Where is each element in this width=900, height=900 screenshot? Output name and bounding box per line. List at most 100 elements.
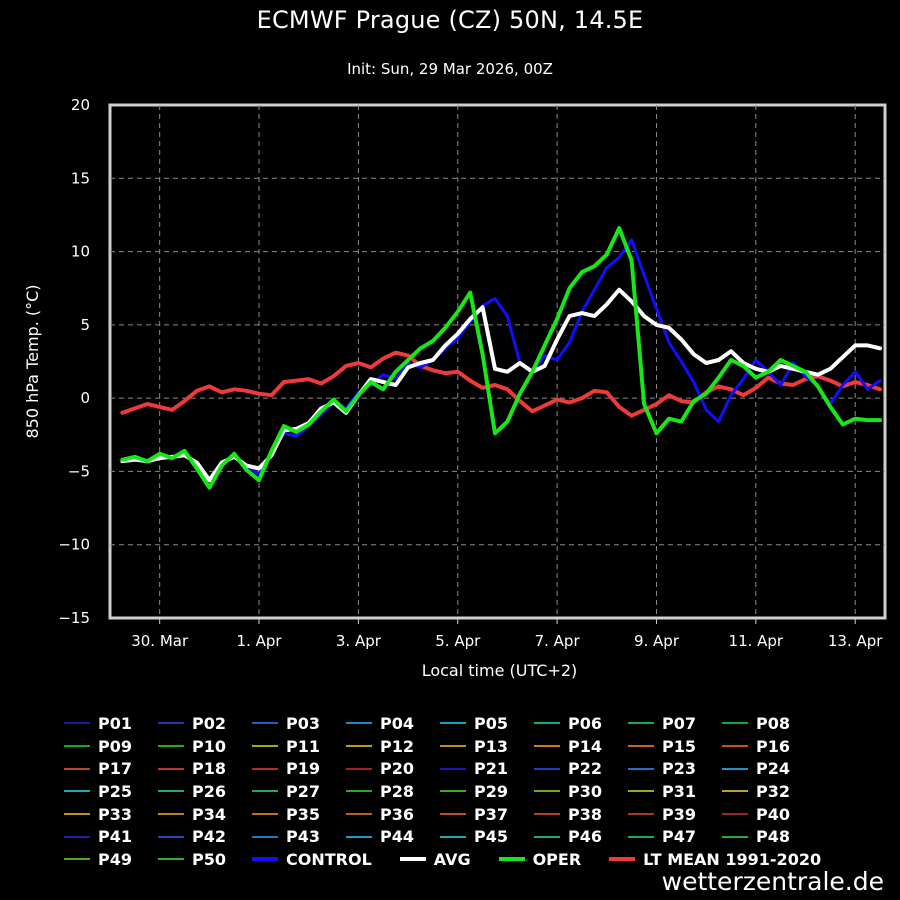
x-tick-label: 30. Mar bbox=[131, 632, 189, 650]
legend-label: P42 bbox=[192, 827, 226, 847]
legend-swatch bbox=[64, 858, 90, 861]
legend-swatch bbox=[252, 790, 278, 793]
legend-item-p28: P28 bbox=[346, 782, 440, 801]
legend-item-p19: P19 bbox=[252, 759, 346, 778]
legend-label: P43 bbox=[286, 827, 320, 847]
legend-swatch bbox=[722, 767, 748, 770]
x-tick-label: 7. Apr bbox=[535, 632, 581, 650]
legend-swatch bbox=[158, 835, 184, 838]
legend-label: P46 bbox=[568, 827, 602, 847]
legend-label: P18 bbox=[192, 759, 226, 779]
legend-item-p33: P33 bbox=[64, 805, 158, 824]
legend-label: P25 bbox=[98, 781, 132, 801]
legend-swatch bbox=[440, 767, 466, 770]
legend-swatch bbox=[722, 835, 748, 838]
legend-swatch bbox=[399, 857, 426, 862]
legend-swatch bbox=[252, 745, 278, 748]
legend-label: P29 bbox=[474, 781, 508, 801]
legend-label: P20 bbox=[380, 759, 414, 779]
legend-swatch bbox=[534, 835, 560, 838]
series-line-avg bbox=[120, 287, 882, 483]
legend-row: P17 P18 P19 P20 P21 P22 P23 P24 bbox=[64, 757, 884, 780]
legend-swatch bbox=[534, 745, 560, 748]
legend-item-p14: P14 bbox=[534, 737, 628, 756]
y-tick-label: 0 bbox=[80, 389, 90, 407]
legend-swatch bbox=[158, 745, 184, 748]
y-tick-label: 5 bbox=[80, 316, 90, 334]
legend-label: P41 bbox=[98, 827, 132, 847]
legend-label: P40 bbox=[756, 804, 790, 824]
legend-label: P39 bbox=[662, 804, 696, 824]
legend-swatch bbox=[346, 722, 372, 725]
legend-row: P41 P42 P43 P44 P45 P46 P47 P48 bbox=[64, 825, 884, 848]
legend: P01 P02 P03 P04 P05 P06 P07 P08 P09 P10 P11 P12 P13 P… bbox=[64, 712, 884, 871]
legend-item-p36: P36 bbox=[346, 805, 440, 824]
legend-item-p40: P40 bbox=[722, 805, 816, 824]
y-tick-label: 15 bbox=[71, 169, 90, 187]
legend-label: P38 bbox=[568, 804, 602, 824]
legend-item-p05: P05 bbox=[440, 714, 534, 733]
legend-label: P14 bbox=[568, 736, 602, 756]
legend-swatch bbox=[64, 790, 90, 793]
legend-label: P19 bbox=[286, 759, 320, 779]
legend-label: P31 bbox=[662, 781, 696, 801]
legend-item-p41: P41 bbox=[64, 827, 158, 846]
y-tick-label: −15 bbox=[58, 609, 90, 627]
legend-swatch bbox=[64, 813, 90, 816]
legend-item-p01: P01 bbox=[64, 714, 158, 733]
legend-item-p35: P35 bbox=[252, 805, 346, 824]
legend-label: P12 bbox=[380, 736, 414, 756]
legend-label: P13 bbox=[474, 736, 508, 756]
legend-label: P44 bbox=[380, 827, 414, 847]
y-tick-label: 10 bbox=[71, 243, 90, 261]
legend-label: P48 bbox=[756, 827, 790, 847]
legend-swatch bbox=[440, 790, 466, 793]
legend-item-p02: P02 bbox=[158, 714, 252, 733]
legend-item-control: CONTROL bbox=[252, 850, 372, 869]
legend-item-p44: P44 bbox=[346, 827, 440, 846]
x-tick-label: 9. Apr bbox=[634, 632, 680, 650]
legend-swatch bbox=[64, 835, 90, 838]
legend-item-p09: P09 bbox=[64, 737, 158, 756]
legend-item-p37: P37 bbox=[440, 805, 534, 824]
legend-item-p49: P49 bbox=[64, 850, 158, 869]
legend-swatch bbox=[440, 835, 466, 838]
legend-item-lt-mean-1991-2020: LT MEAN 1991-2020 bbox=[609, 850, 821, 869]
legend-swatch bbox=[440, 722, 466, 725]
legend-item-p43: P43 bbox=[252, 827, 346, 846]
legend-label: P16 bbox=[756, 736, 790, 756]
plot-frame bbox=[108, 103, 887, 620]
chart-subtitle: Init: Sun, 29 Mar 2026, 00Z bbox=[347, 60, 553, 78]
legend-swatch bbox=[252, 722, 278, 725]
y-tick-label: −10 bbox=[58, 536, 90, 554]
legend-swatch bbox=[252, 813, 278, 816]
legend-swatch bbox=[609, 857, 636, 862]
legend-label: P45 bbox=[474, 827, 508, 847]
legend-row: P25 P26 P27 P28 P29 P30 P31 P32 bbox=[64, 780, 884, 803]
legend-item-p16: P16 bbox=[722, 737, 816, 756]
legend-row: P01 P02 P03 P04 P05 P06 P07 P08 bbox=[64, 712, 884, 735]
legend-swatch bbox=[628, 813, 654, 816]
legend-label: P35 bbox=[286, 804, 320, 824]
x-tick-label: 3. Apr bbox=[336, 632, 382, 650]
legend-swatch bbox=[346, 813, 372, 816]
legend-label: P33 bbox=[98, 804, 132, 824]
legend-label: P37 bbox=[474, 804, 508, 824]
legend-swatch bbox=[252, 835, 278, 838]
series-line-lt-mean-1991-2020 bbox=[120, 350, 882, 418]
legend-label: P27 bbox=[286, 781, 320, 801]
legend-label: P32 bbox=[756, 781, 790, 801]
legend-item-p32: P32 bbox=[722, 782, 816, 801]
legend-swatch bbox=[158, 722, 184, 725]
legend-item-p42: P42 bbox=[158, 827, 252, 846]
legend-item-p13: P13 bbox=[440, 737, 534, 756]
legend-item-p24: P24 bbox=[722, 759, 816, 778]
legend-label: P05 bbox=[474, 713, 508, 733]
legend-item-p18: P18 bbox=[158, 759, 252, 778]
x-tick-label: 5. Apr bbox=[435, 632, 481, 650]
x-tick-label: 11. Apr bbox=[729, 632, 784, 650]
legend-item-p27: P27 bbox=[252, 782, 346, 801]
legend-item-p21: P21 bbox=[440, 759, 534, 778]
legend-item-p30: P30 bbox=[534, 782, 628, 801]
legend-swatch bbox=[722, 745, 748, 748]
